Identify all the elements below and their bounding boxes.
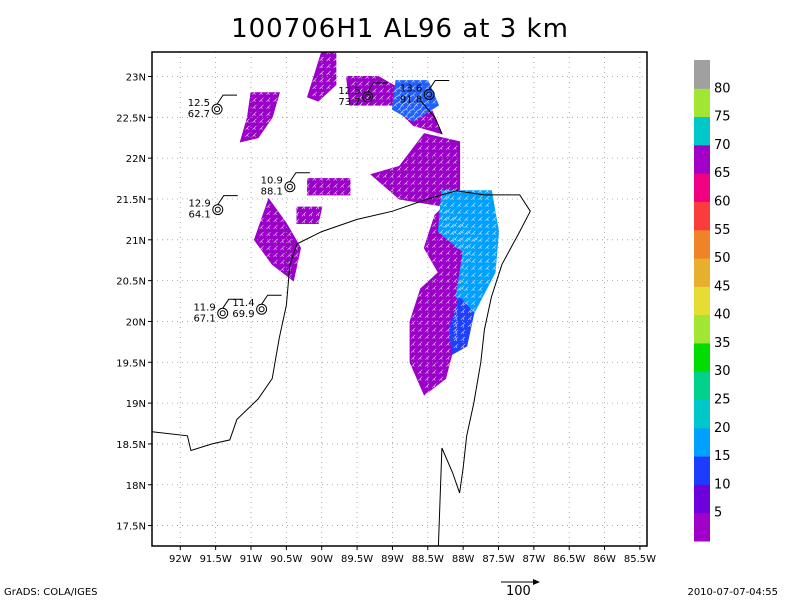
station-pressure: 88.1 <box>261 187 283 198</box>
shaded-region-5 <box>296 206 323 224</box>
footer-timestamp: 2010-07-07-04:55 <box>687 587 778 598</box>
colorbar-label: 30 <box>714 364 731 379</box>
lon-tick-label: 89W <box>381 554 404 565</box>
lon-tick-label: 86W <box>593 554 616 565</box>
colorbar-swatch <box>694 88 710 118</box>
lat-lon-grid <box>152 52 647 546</box>
lon-tick-label: 91.5W <box>200 554 232 565</box>
colorbar-label: 80 <box>714 81 731 96</box>
lat-tick-label: 18.5N <box>116 440 146 451</box>
colorbar-label: 20 <box>714 421 731 436</box>
station-speed: 10.9 <box>261 176 283 187</box>
lat-tick-label: 21N <box>126 236 146 247</box>
wind-shading-layer <box>239 52 500 396</box>
station-speed: 12.5 <box>188 98 210 109</box>
station-4: 12.964.1 <box>188 195 238 221</box>
colorbar-label: 35 <box>714 336 731 351</box>
colorbar-swatch <box>694 116 710 146</box>
footer-credit: GrADS: COLA/IGES <box>4 587 98 598</box>
colorbar-swatch <box>694 512 710 542</box>
shaded-region-0 <box>239 92 280 143</box>
station-speed: 11.4 <box>232 298 254 309</box>
lon-tick-label: 91W <box>240 554 263 565</box>
colorbar-swatch <box>694 286 710 316</box>
colorbar-swatch <box>694 201 710 231</box>
lat-tick-label: 19.5N <box>116 358 146 369</box>
lat-tick-label: 19N <box>126 399 146 410</box>
coastline <box>152 100 531 546</box>
station-pressure: 91.8 <box>400 94 422 105</box>
lat-tick-label: 22.5N <box>116 113 146 124</box>
shaded-region-1 <box>306 52 337 102</box>
colorbar-label: 15 <box>714 449 731 464</box>
colorbar-label: 10 <box>714 477 731 492</box>
lon-tick-label: 88W <box>452 554 475 565</box>
colorbar-label: 25 <box>714 393 731 408</box>
lon-tick-label: 87.5W <box>482 554 514 565</box>
colorbar-swatch <box>694 456 710 485</box>
lat-tick-label: 17.5N <box>116 522 146 533</box>
colorbar-swatch <box>694 399 710 429</box>
lon-tick-label: 85.5W <box>624 554 656 565</box>
lon-tick-label: 87W <box>523 554 546 565</box>
colorbar-label: 5 <box>714 506 722 521</box>
station-3: 10.988.1 <box>261 172 310 198</box>
station-speed: 12.5 <box>338 86 360 97</box>
plot-frame <box>151 51 648 547</box>
colorbar-swatch <box>694 371 710 401</box>
lon-tick-label: 88.5W <box>412 554 444 565</box>
station-speed: 11.9 <box>193 302 215 313</box>
colorbar-label: 60 <box>714 194 731 209</box>
longitude-axis: 92W 91.5W 91W 90.5W 90W 89.5W 89W 88.5W 88W 87.5W… <box>169 546 656 565</box>
colorbar-swatch <box>694 144 710 174</box>
lat-tick-label: 21.5N <box>116 195 146 206</box>
colorbar-swatch <box>694 229 710 259</box>
colorbar-label: 70 <box>714 138 731 153</box>
colorbar-swatch <box>694 60 710 89</box>
reference-vector <box>501 579 540 585</box>
station-speed: 13.6 <box>400 83 422 94</box>
lat-tick-label: 20.5N <box>116 277 146 288</box>
station-pressure: 67.1 <box>193 313 215 324</box>
station-pressure: 62.7 <box>188 109 210 120</box>
reference-vector-label: 100 <box>506 584 531 599</box>
lon-tick-label: 86.5W <box>553 554 585 565</box>
colorbar-swatch <box>694 258 710 287</box>
lon-tick-label: 89.5W <box>341 554 373 565</box>
colorbar-label: 45 <box>714 279 731 294</box>
lat-tick-label: 23N <box>126 72 146 83</box>
map-title: 100706H1 AL96 at 3 km <box>231 14 569 44</box>
lat-tick-label: 18N <box>126 481 146 492</box>
lat-tick-label: 22N <box>126 154 146 165</box>
colorbar-label: 65 <box>714 166 731 181</box>
lon-tick-label: 92W <box>169 554 192 565</box>
colorbar-label: 55 <box>714 223 731 238</box>
wind-barbs <box>245 52 497 395</box>
latitude-axis: 17.5N 18N 18.5N 19N 19.5N 20N 20.5N 21N 21.5N 22N… <box>116 72 152 533</box>
station-pressure: 69.9 <box>232 309 254 320</box>
colorbar-label: 40 <box>714 308 731 323</box>
colorbar-label: 75 <box>714 110 731 125</box>
colorbar: 5 10 15 20 25 30 35 40 45 50 55 60 65 70 75 80 <box>694 60 731 542</box>
lon-tick-label: 90W <box>310 554 333 565</box>
shaded-region-7 <box>391 80 440 122</box>
lon-tick-label: 90.5W <box>270 554 302 565</box>
lat-tick-label: 20N <box>126 317 146 328</box>
station-markers: 12.562.712.573.713.691.810.988.112.964.1… <box>188 79 450 324</box>
station-0: 12.562.7 <box>188 94 238 120</box>
station-pressure: 73.7 <box>338 97 360 108</box>
colorbar-swatch <box>694 173 710 202</box>
colorbar-swatch <box>694 314 710 344</box>
station-speed: 12.9 <box>188 199 210 210</box>
station-2: 13.691.8 <box>400 79 450 105</box>
colorbar-swatch <box>694 342 710 372</box>
colorbar-swatch <box>694 484 710 514</box>
station-pressure: 64.1 <box>188 210 210 221</box>
station-5: 11.967.1 <box>193 298 243 324</box>
station-6: 11.469.9 <box>232 294 282 320</box>
station-1: 12.573.7 <box>338 82 388 108</box>
colorbar-label: 50 <box>714 251 731 266</box>
colorbar-swatch <box>694 427 710 457</box>
